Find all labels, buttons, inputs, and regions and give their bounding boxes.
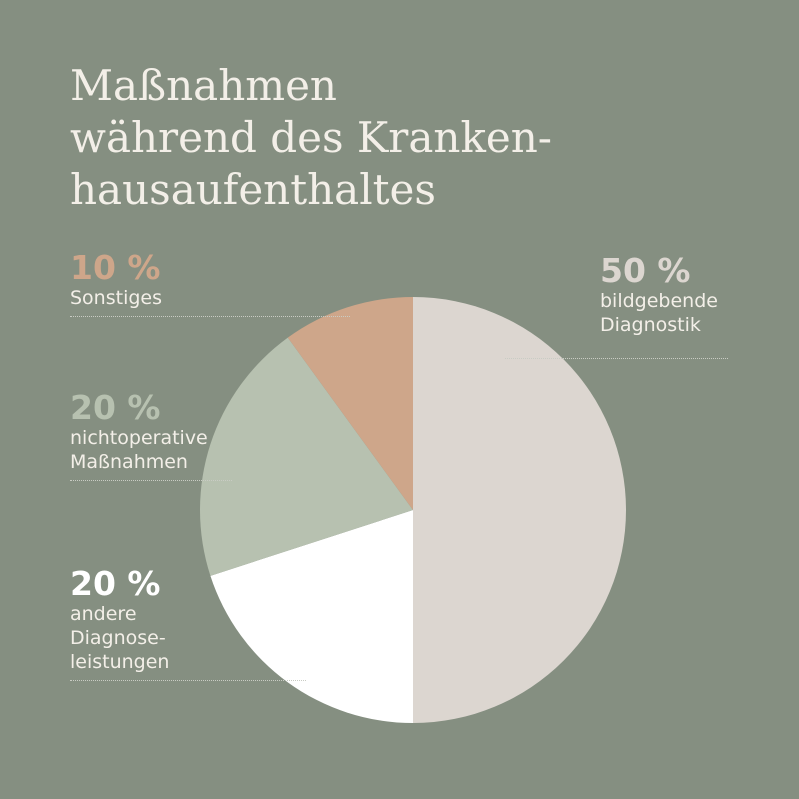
label-bildgebende-diagnostik: 50 % bildgebende Diagnostik [600,253,728,337]
pct-sonstiges: 10 % [70,248,161,287]
desc-andere-line-2: Diagnose- [70,627,166,649]
desc-andere-line-1: andere [70,603,137,625]
label-nichtoperative: 20 % nichtoperative Maßnahmen [70,390,232,481]
leader-line-bildgebende-diagnostik [505,358,728,359]
slice-sonstiges [287,297,413,510]
desc-nichtoperative-line-2: Maßnahmen [70,451,188,473]
desc-nichtoperative-line-1: nichtoperative [70,427,208,449]
pct-nichtoperative: 20 % [70,388,161,427]
pct-bildgebende-diagnostik: 50 % [600,251,691,290]
desc-nichtoperative: nichtoperative Maßnahmen [70,426,232,474]
slice-nichtoperative [200,337,413,576]
leader-line-nichtoperative [70,480,232,481]
desc-andere-line-3: leistungen [70,651,170,673]
desc-sonstiges: Sonstiges [70,286,350,310]
label-andere-diagnoseleistungen: 20 % andere Diagnose- leistungen [70,566,306,681]
pct-andere-diagnoseleistungen: 20 % [70,564,161,603]
desc-bildgebende-line-2: Diagnostik [600,314,701,336]
slice-bildgebende-diagnostik [413,297,626,723]
title-line-1: Maßnahmen [70,61,337,110]
label-sonstiges: 10 % Sonstiges [70,250,350,317]
chart-title: Maßnahmen während des Kranken- hausaufen… [70,60,630,216]
title-line-2: während des Kranken- [70,113,552,162]
desc-bildgebende-diagnostik: bildgebende Diagnostik [600,289,728,337]
slice-andere-diagnoseleistungen [210,510,413,723]
desc-sonstiges-line-1: Sonstiges [70,287,163,309]
desc-bildgebende-line-1: bildgebende [600,290,718,312]
leader-line-andere-diagnoseleistungen [70,680,306,681]
title-line-3: hausaufenthaltes [70,165,436,214]
leader-line-sonstiges [70,316,350,317]
desc-andere-diagnoseleistungen: andere Diagnose- leistungen [70,602,306,674]
